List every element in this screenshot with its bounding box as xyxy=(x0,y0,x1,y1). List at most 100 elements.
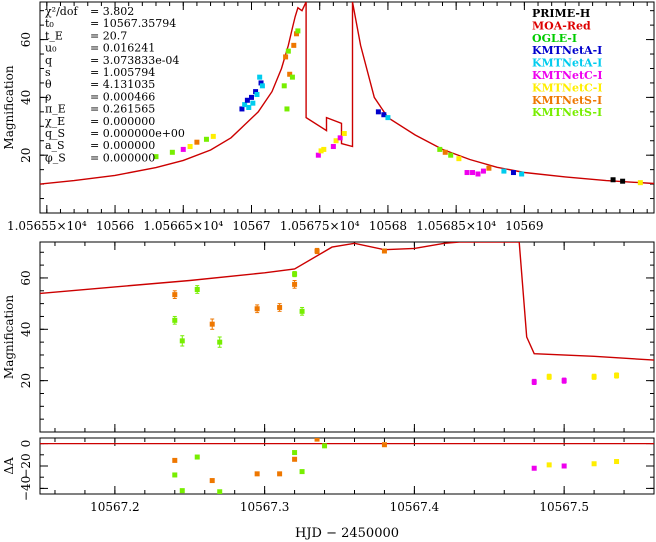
y-axis-label: ΔA xyxy=(2,457,16,475)
data-point xyxy=(239,106,245,112)
y-axis-label: Magnification xyxy=(2,295,16,379)
data-point xyxy=(333,138,339,144)
x-tick-label: 10567.4 xyxy=(390,500,440,514)
data-point xyxy=(295,28,301,34)
top-panel: 20 40 60 1.05655×10⁴ 10566 1.05665×10⁴ 10567 1.… xyxy=(2,1,655,233)
legend-entry: KMTNetC-I xyxy=(532,81,603,94)
param-value: = 0.261565 xyxy=(90,103,155,116)
data-point xyxy=(315,152,321,158)
data-point xyxy=(179,338,185,344)
data-point xyxy=(254,306,260,312)
param-value: = 0.000000e+00 xyxy=(90,127,185,140)
data-point xyxy=(486,165,492,171)
data-point xyxy=(531,379,537,385)
data-point xyxy=(385,115,391,121)
legend-entry: MOA-Red xyxy=(532,19,591,32)
param-label: θ xyxy=(45,78,52,91)
y-tick-label: −40 xyxy=(19,476,33,501)
param-value: = 0.000000 xyxy=(90,151,155,164)
data-point xyxy=(456,156,462,162)
plot-area xyxy=(40,2,654,186)
data-point xyxy=(591,374,597,380)
data-point xyxy=(172,457,178,463)
y-tick-label: 60 xyxy=(19,270,33,285)
legend-entry: PRIME-H xyxy=(532,7,590,20)
data-point xyxy=(194,139,200,145)
data-point xyxy=(277,471,283,477)
data-point xyxy=(294,31,300,37)
data-point xyxy=(475,171,481,177)
data-point xyxy=(610,177,616,183)
data-point xyxy=(341,131,347,137)
data-point xyxy=(194,287,200,292)
data-point xyxy=(246,105,252,110)
x-tick-label: 10568 xyxy=(369,219,407,233)
param-value: = 1.005794 xyxy=(90,66,155,79)
data-point xyxy=(258,80,264,86)
data-point xyxy=(546,374,552,380)
data-point xyxy=(277,304,283,310)
param-label: χ_E xyxy=(45,115,65,128)
data-point xyxy=(172,292,178,298)
data-point xyxy=(464,170,470,176)
data-point xyxy=(291,42,297,48)
data-point xyxy=(210,133,216,139)
data-point xyxy=(242,102,248,108)
param-label: q_S xyxy=(45,127,65,140)
data-point xyxy=(281,83,287,89)
data-point xyxy=(470,170,476,176)
y-tick-label: −20 xyxy=(19,453,33,478)
x-tick-label: 10566 xyxy=(96,219,134,233)
y-tick-label: 60 xyxy=(19,32,33,47)
data-point xyxy=(381,248,387,254)
param-value: = 4.131035 xyxy=(90,78,155,91)
data-point xyxy=(283,54,289,60)
data-point xyxy=(179,488,185,494)
param-value: = 0.000000 xyxy=(90,115,155,128)
plot-area xyxy=(40,438,654,494)
y-axis-label: Magnification xyxy=(2,65,16,149)
data-point xyxy=(322,443,328,449)
data-point xyxy=(314,248,320,254)
param-label: u₀ xyxy=(45,42,57,55)
data-point xyxy=(254,471,260,477)
y-tick-label: 40 xyxy=(19,322,33,337)
param-label: π_E xyxy=(45,103,66,116)
plot-area xyxy=(40,242,654,385)
data-point xyxy=(248,94,254,100)
data-point xyxy=(292,456,298,462)
data-point xyxy=(209,478,215,484)
x-tick-label: 1.05685×10⁴ xyxy=(416,219,496,233)
y-tick-label: 40 xyxy=(19,90,33,105)
data-point xyxy=(209,321,215,327)
data-point xyxy=(531,465,537,471)
param-label: ρ xyxy=(45,90,51,103)
data-point xyxy=(318,148,324,154)
param-label: χ²/dof xyxy=(45,5,78,18)
data-point xyxy=(614,459,620,465)
x-axis-label: HJD − 2450000 xyxy=(295,526,399,541)
data-point xyxy=(180,146,186,152)
data-point xyxy=(187,144,193,150)
data-point xyxy=(299,469,305,475)
legend-entry: KMTNetS-I xyxy=(532,94,602,107)
data-point xyxy=(620,178,626,184)
param-label: φ_S xyxy=(45,151,66,164)
data-point xyxy=(375,109,381,115)
legend-entry: KMTNetA-I xyxy=(532,44,602,57)
data-point xyxy=(203,136,209,142)
data-point xyxy=(381,442,387,448)
data-point xyxy=(217,489,223,494)
data-point xyxy=(257,74,263,80)
data-point xyxy=(259,83,265,89)
data-point xyxy=(244,97,250,103)
data-point xyxy=(321,146,327,152)
y-tick-label: 20 xyxy=(19,148,33,163)
data-point xyxy=(194,454,200,460)
data-point xyxy=(292,271,298,277)
param-label: t₀ xyxy=(45,17,54,30)
data-point xyxy=(337,135,343,141)
data-point xyxy=(501,168,507,174)
